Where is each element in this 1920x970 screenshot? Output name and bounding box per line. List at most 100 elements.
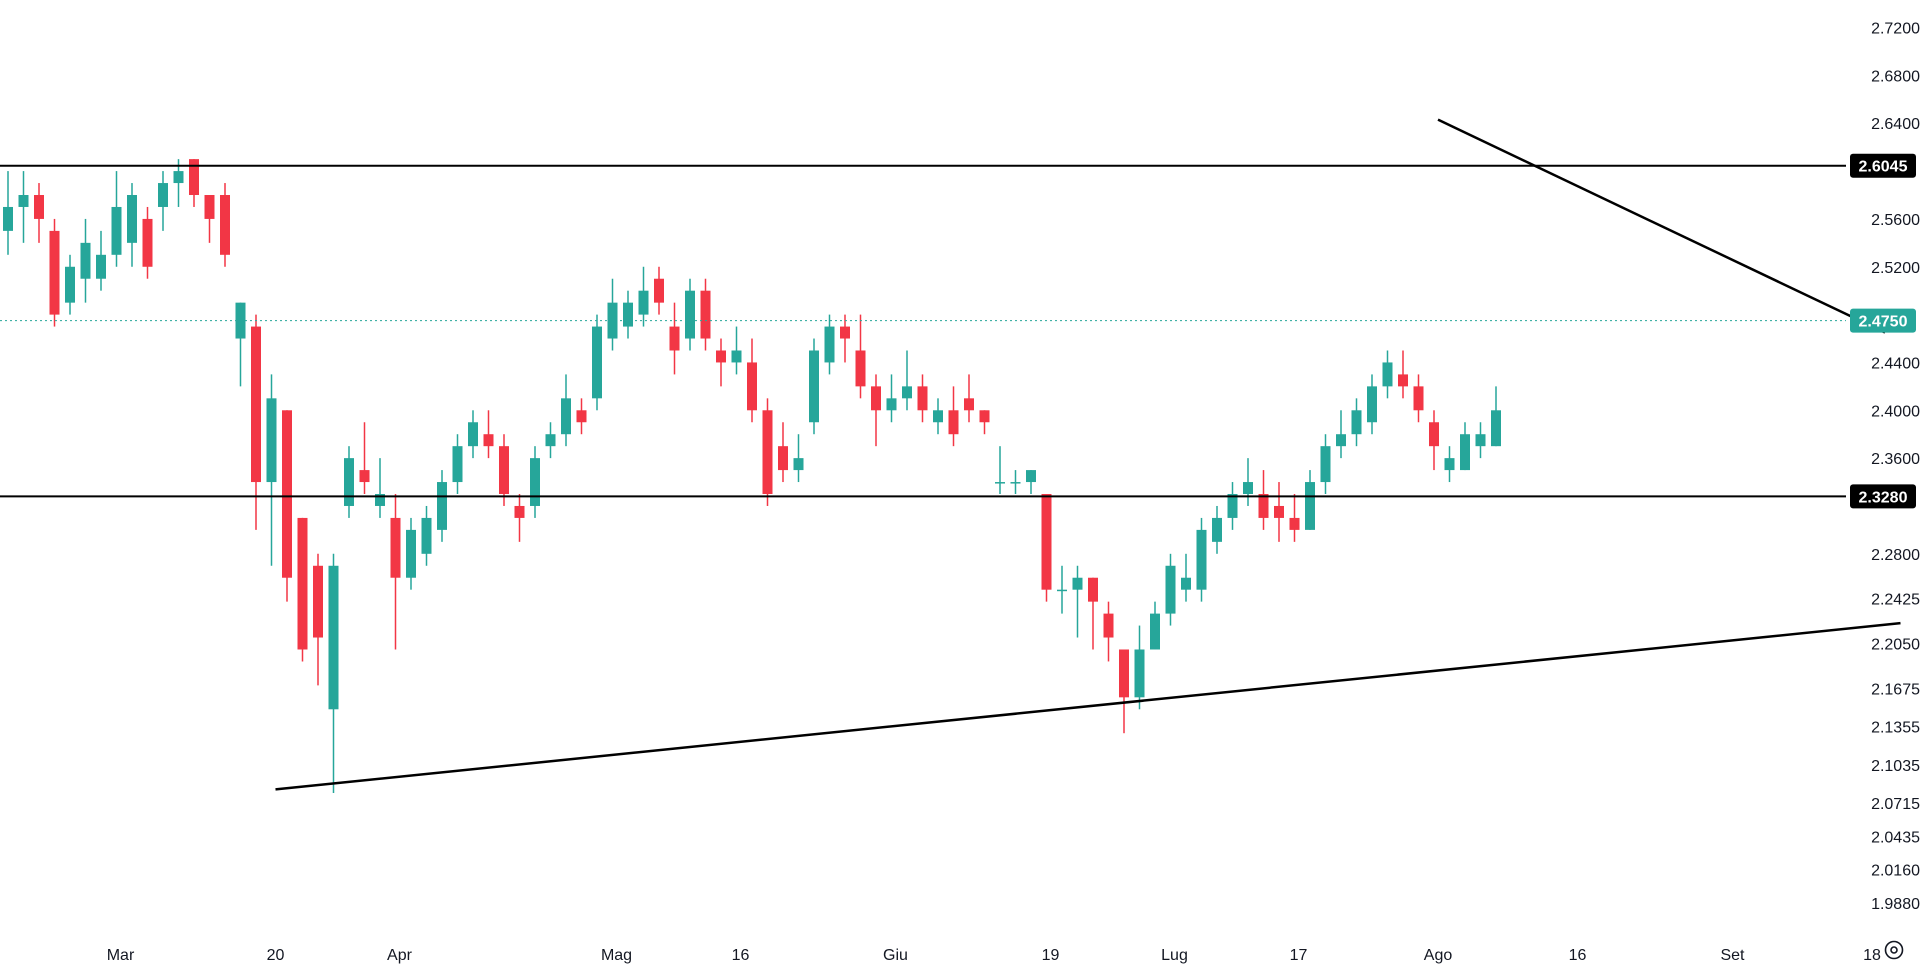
candle [1367, 374, 1377, 435]
candle-body [34, 195, 44, 219]
x-tick-label: 18 [1863, 947, 1881, 964]
candle [1165, 553, 1176, 626]
y-tick-label: 2.0435 [1871, 830, 1920, 847]
candle [592, 314, 602, 411]
candle-body [514, 505, 525, 518]
candle [514, 494, 525, 542]
candle-body [173, 171, 184, 184]
candle-body [716, 350, 726, 363]
candle [576, 398, 587, 435]
x-tick-label: 19 [1042, 947, 1060, 964]
candle-body [127, 195, 137, 243]
candle [375, 458, 385, 518]
candle-body [1382, 362, 1393, 387]
candle [142, 206, 153, 279]
candle-body [1413, 386, 1424, 411]
candle-body [1491, 410, 1501, 447]
candle [158, 171, 168, 231]
candle-body [1057, 589, 1067, 592]
candle-body [1258, 494, 1269, 518]
candle [127, 183, 137, 267]
y-tick-label: 2.1675 [1871, 681, 1920, 698]
candle [747, 338, 757, 423]
candle [1289, 494, 1300, 542]
x-tick-label: 16 [1569, 947, 1587, 964]
candle-body [1336, 434, 1346, 447]
candle-body [1289, 517, 1300, 530]
candle-body [49, 230, 60, 315]
candle [623, 290, 633, 339]
candle [189, 159, 199, 207]
candle [1398, 350, 1408, 399]
candle-body [855, 350, 866, 387]
x-tick-label: 20 [267, 947, 285, 964]
candle-body [1026, 470, 1036, 483]
candle [468, 410, 478, 459]
candle-body [406, 529, 416, 578]
y-tick-label: 2.6400 [1871, 116, 1920, 133]
candle [297, 517, 308, 662]
x-tick-label: Apr [387, 947, 413, 964]
level-price-tag: 2.6045 [1850, 153, 1916, 178]
candle [65, 254, 75, 315]
y-tick-label: 2.0160 [1871, 863, 1920, 880]
candle-body [204, 195, 215, 219]
svg-text:2.3280: 2.3280 [1859, 489, 1908, 506]
candle [669, 302, 680, 375]
candle [545, 422, 556, 459]
price-tags-layer: 2.6045 2.3280 2.4750 [1850, 153, 1916, 509]
candle-body [654, 278, 664, 303]
candle [1181, 553, 1191, 602]
candle [638, 266, 649, 327]
candle-body [1274, 505, 1284, 518]
y-tick-label: 2.2050 [1871, 637, 1920, 654]
candle [685, 278, 695, 351]
candle [1460, 422, 1470, 471]
x-tick-label: Set [1720, 947, 1745, 964]
candle-body [1227, 494, 1238, 518]
candle [313, 553, 323, 686]
candle-body [1103, 613, 1114, 638]
candle [824, 314, 835, 375]
candle-body [1429, 422, 1439, 447]
candle-body [762, 410, 773, 495]
candle-body [297, 517, 308, 650]
y-tick-label: 2.4400 [1871, 355, 1920, 372]
candle-body [313, 565, 323, 638]
candle-body [1367, 386, 1377, 423]
candle-body [840, 326, 850, 339]
y-tick-label: 2.1355 [1871, 720, 1920, 737]
candle [1026, 470, 1036, 495]
candle [933, 398, 943, 435]
candle-body [189, 159, 199, 196]
candle [1072, 565, 1083, 638]
candle-body [437, 482, 447, 530]
candle [421, 505, 432, 566]
candle [886, 374, 897, 423]
svg-text:2.4750: 2.4750 [1859, 314, 1908, 331]
settings-gear-icon[interactable] [1882, 938, 1906, 962]
x-tick-label: Lug [1161, 947, 1188, 964]
candle-body [1041, 494, 1052, 590]
candle [251, 314, 261, 530]
candle [390, 494, 401, 650]
candle [762, 398, 773, 506]
candle-body [685, 290, 695, 339]
candle [437, 470, 447, 542]
current-price-tag: 2.4750 [1850, 308, 1916, 333]
candle [1243, 458, 1253, 506]
time-axis: Mar 20 Apr Mag 16 Giu 19 Lug 17 Ago 16 Set 18 [107, 947, 1881, 964]
candle-body [65, 266, 75, 303]
candle-body [1181, 577, 1191, 590]
candle-body [499, 446, 509, 495]
candle [530, 446, 540, 518]
candle-body [530, 458, 540, 506]
y-tick-label: 2.0715 [1871, 796, 1920, 813]
candle-body [824, 326, 835, 363]
candle-body [142, 218, 153, 267]
candle [1041, 494, 1052, 602]
candle-body [607, 302, 618, 339]
candle-body [778, 446, 788, 471]
price-axis: 2.7200 2.6800 2.6400 2.5600 2.5200 2.4400 2.40… [1871, 21, 1920, 913]
